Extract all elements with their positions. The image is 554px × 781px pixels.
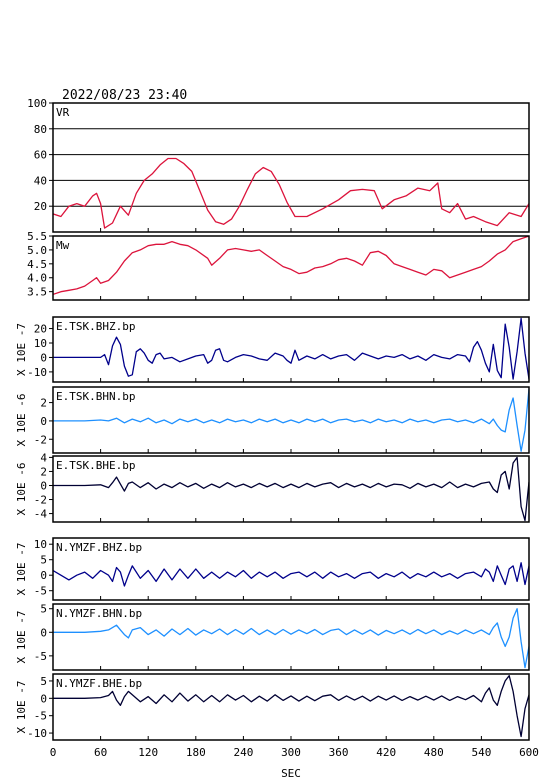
y-tick-label: 4.0: [27, 272, 47, 285]
y-tick-label: 5.5: [27, 230, 47, 243]
panel: -5 0 5 N.YMZF.BHN.bp X 10E -7: [15, 603, 530, 671]
y-tick-label: 0: [40, 415, 47, 428]
x-tick-label: 0: [50, 746, 57, 759]
series-line: [53, 388, 529, 452]
y-tick-label: 0: [40, 351, 47, 364]
y-tick-label: 5: [40, 603, 47, 616]
panel-label: VR: [56, 106, 70, 119]
y-axis-label: X 10E -7: [15, 323, 28, 376]
y-tick-label: 5: [40, 554, 47, 567]
x-axis-label: SEC: [281, 767, 301, 780]
y-tick-label: 5.0: [27, 244, 47, 257]
y-tick-label: 100: [27, 97, 47, 110]
panel: -5 0 5 10 N.YMZF.BHZ.bp X 10E -7: [15, 537, 530, 601]
x-tick-label: 60: [94, 746, 107, 759]
y-axis-label: X 10E -7: [15, 543, 28, 596]
x-tick-label: 300: [281, 746, 301, 759]
x-tick-label: 240: [233, 746, 253, 759]
y-tick-label: 80: [34, 123, 47, 136]
panel-label: N.YMZF.BHZ.bp: [56, 541, 142, 554]
panel-label: E.TSK.BHN.bp: [56, 390, 135, 403]
x-axis: 0 60 120 180 240 300 360 420 480 540 600: [50, 746, 539, 759]
y-tick-label: -2: [34, 494, 47, 507]
series-line: [53, 317, 529, 380]
y-tick-label: 0: [40, 569, 47, 582]
figure-title: 2022/08/23 23:40: [62, 88, 187, 103]
y-tick-label: 5: [40, 675, 47, 688]
y-tick-label: 2: [40, 397, 47, 410]
y-tick-label: 10: [34, 538, 47, 551]
y-tick-label: 2: [40, 465, 47, 478]
x-tick-label: 540: [471, 746, 491, 759]
y-tick-label: 0: [40, 479, 47, 492]
series-line: [53, 236, 529, 296]
panel: -2 0 2 E.TSK.BHN.bp X 10E -6: [15, 386, 530, 454]
series-line: [53, 562, 529, 587]
y-tick-label: 10: [34, 337, 47, 350]
y-tick-label: -5: [34, 650, 47, 663]
y-tick-label: -10: [27, 366, 47, 379]
x-tick-label: 180: [186, 746, 206, 759]
y-tick-label: 0: [40, 692, 47, 705]
panel-label: Mw: [56, 239, 70, 252]
y-axis-label: X 10E -7: [15, 681, 28, 734]
panel: -4-2 024 E.TSK.BHE.bp X 10E -6: [15, 451, 530, 523]
panel: -10 -5 0 5 N.YMZF.BHE.bp X 10E -7: [15, 673, 530, 741]
y-tick-label: 3.5: [27, 286, 47, 299]
y-tick-label: 20: [34, 323, 47, 336]
x-tick-label: 480: [424, 746, 444, 759]
series-line: [53, 608, 529, 669]
panel-label: E.TSK.BHZ.bp: [56, 320, 135, 333]
y-tick-label: -5: [34, 710, 47, 723]
y-tick-label: 40: [34, 174, 47, 187]
y-tick-label: 4: [40, 451, 47, 464]
panel: 3.54.04.55.05.5 Mw: [27, 230, 530, 301]
y-tick-label: -5: [34, 585, 47, 598]
panel-label: E.TSK.BHE.bp: [56, 459, 135, 472]
y-axis-label: X 10E -6: [15, 463, 28, 516]
panel-label: N.YMZF.BHN.bp: [56, 607, 142, 620]
y-tick-label: 20: [34, 200, 47, 213]
x-tick-label: 420: [376, 746, 396, 759]
y-axis-label: X 10E -6: [15, 394, 28, 447]
y-tick-label: -2: [34, 433, 47, 446]
y-tick-label: -10: [27, 727, 47, 740]
x-tick-label: 360: [329, 746, 349, 759]
panel-label: N.YMZF.BHE.bp: [56, 677, 142, 690]
y-tick-label: 0: [40, 626, 47, 639]
series-line: [53, 675, 529, 738]
panel: 20 40 60 80 100 VR: [27, 97, 530, 233]
y-tick-label: -4: [34, 508, 48, 521]
series-line: [53, 157, 529, 229]
y-tick-label: 4.5: [27, 258, 47, 271]
y-axis-label: X 10E -7: [15, 611, 28, 664]
y-tick-label: 60: [34, 149, 47, 162]
series-line: [53, 456, 529, 522]
x-tick-label: 600: [519, 746, 539, 759]
x-tick-label: 120: [138, 746, 158, 759]
